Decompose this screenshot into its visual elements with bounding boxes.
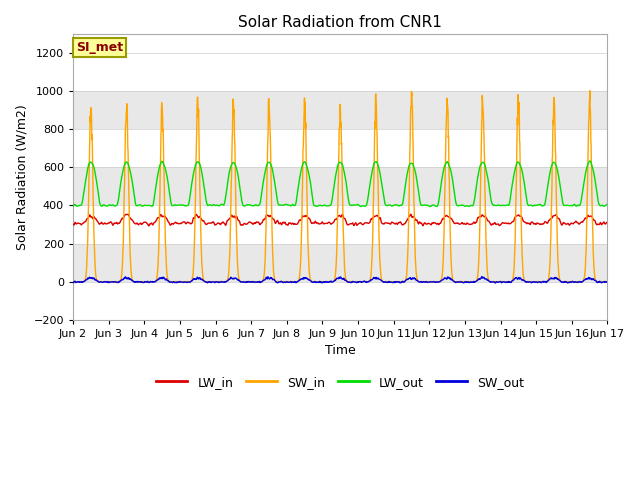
Title: Solar Radiation from CNR1: Solar Radiation from CNR1 [238,15,442,30]
SW_in [218,279,226,285]
SW_in [495,279,503,285]
SW_out [356,279,364,285]
SW_in [556,278,564,284]
LW_out [367,175,375,180]
LW_in [557,219,564,225]
Bar [73,53,607,91]
LW_in [604,220,611,226]
LW_in [367,216,375,222]
LW_out [496,203,504,208]
LW_out [586,158,594,164]
Legend: LW_in, SW_in, LW_out, SW_out: LW_in, SW_in, LW_out, SW_out [151,371,529,394]
Text: SI_met: SI_met [76,41,123,54]
LW_in [356,220,364,226]
LW_out [426,204,434,209]
SW_out [604,279,611,285]
LW_in [69,221,77,227]
LW_out [69,203,77,209]
Line: LW_in: LW_in [73,214,607,226]
LW_out [604,201,611,207]
Line: SW_in: SW_in [73,91,607,282]
Bar [73,205,607,243]
SW_out [557,278,564,284]
SW_out [572,279,579,285]
Bar [73,129,607,168]
Line: LW_out: LW_out [73,161,607,206]
LW_out [356,203,364,209]
Y-axis label: Solar Radiation (W/m2): Solar Radiation (W/m2) [15,104,28,250]
LW_out [572,203,579,208]
LW_out [218,202,226,207]
Bar [73,282,607,320]
LW_in [145,223,153,229]
SW_in [604,279,611,285]
Bar [73,91,607,129]
SW_in [367,272,375,277]
SW_in [69,279,77,285]
LW_out [557,185,564,191]
Line: SW_out: SW_out [73,276,607,283]
Bar [73,168,607,205]
SW_in [571,279,579,285]
LW_in [496,223,504,228]
SW_out [492,280,499,286]
SW_out [218,279,226,285]
SW_in [356,279,364,285]
SW_out [69,280,77,286]
X-axis label: Time: Time [325,344,356,357]
LW_in [218,220,226,226]
LW_in [407,211,415,217]
SW_in [586,88,594,94]
SW_out [478,274,486,279]
SW_out [367,276,375,282]
Bar [73,243,607,282]
SW_out [496,279,504,285]
LW_in [572,219,579,225]
